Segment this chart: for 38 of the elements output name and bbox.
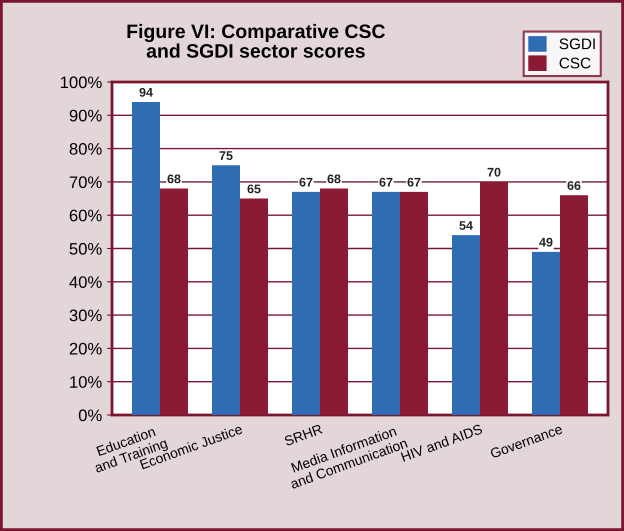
bar	[560, 195, 588, 415]
data-label: 49	[539, 238, 552, 247]
y-tick-label: 10%	[70, 376, 102, 388]
data-label: 70	[488, 168, 500, 177]
data-label: 94	[139, 88, 153, 97]
y-tick-label: 30%	[70, 310, 102, 322]
bar	[132, 102, 160, 415]
bar	[292, 192, 320, 415]
bar	[400, 192, 428, 415]
data-label: 67	[300, 178, 312, 187]
y-tick-label: 80%	[70, 143, 102, 155]
bar	[372, 192, 400, 415]
bar	[532, 252, 560, 415]
y-tick-label: 70%	[70, 176, 102, 188]
y-tick-label: 90%	[70, 110, 102, 122]
y-tick-label: 40%	[69, 276, 102, 288]
y-tick-label: 60%	[70, 210, 102, 222]
y-tick-label: 20%	[70, 342, 102, 355]
data-label: 54	[459, 221, 473, 230]
legend-label: CSC	[560, 58, 590, 68]
chart-title: Figure VI: Comparative CSC and SGDI sector scores	[127, 24, 385, 58]
data-label: 75	[220, 151, 233, 160]
data-label: 66	[568, 181, 580, 190]
legend-label: SGDI	[560, 38, 595, 50]
data-label: 67	[408, 178, 420, 187]
bar	[212, 165, 240, 415]
bar	[160, 188, 188, 415]
data-label: 68	[168, 174, 181, 184]
data-label: 68	[328, 174, 341, 184]
bar	[480, 182, 508, 415]
bar	[240, 198, 268, 415]
y-tick-label: 50%	[70, 242, 102, 255]
y-tick-label: 100%	[60, 76, 102, 88]
y-tick-label: 0%	[78, 409, 102, 422]
bar	[452, 235, 480, 415]
data-label: 67	[380, 178, 392, 187]
data-label: 65	[248, 184, 261, 194]
bar	[320, 188, 348, 415]
